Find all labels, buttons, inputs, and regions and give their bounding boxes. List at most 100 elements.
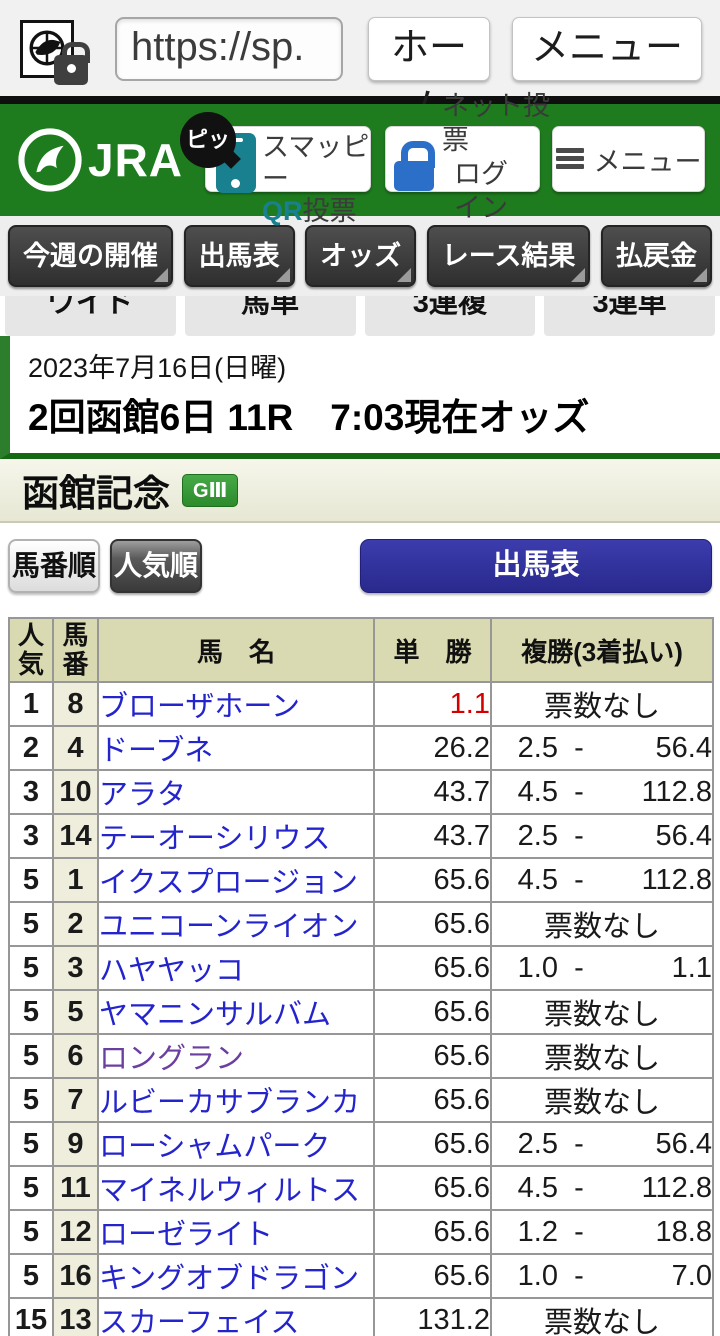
- nav-button-payouts[interactable]: 払戻金: [600, 225, 712, 287]
- odds-tab-wide[interactable]: ワイド: [5, 296, 176, 336]
- horse-name-link[interactable]: ハヤヤッコ: [99, 955, 245, 987]
- horse-name-cell: スカーフェイス: [97, 1297, 375, 1336]
- horse-number: 11: [52, 1165, 99, 1211]
- horse-name-link[interactable]: テーオーシリウス: [99, 823, 331, 855]
- jra-menu-button[interactable]: メニュー: [552, 126, 705, 192]
- corner-triangle-icon: [275, 268, 290, 282]
- place-odds-low: 1.2: [517, 1215, 558, 1248]
- place-odds-low: 4.5: [517, 863, 558, 896]
- horse-name-cell: ブローザホーン: [97, 681, 375, 727]
- win-odds: 65.6: [373, 945, 492, 991]
- horse-name-cell: ヤマニンサルバム: [97, 989, 375, 1035]
- net-vote-login-button[interactable]: ネット投票 ログイン: [385, 91, 550, 223]
- popularity-rank: 2: [8, 725, 54, 771]
- smappy-qr-vote-label: スマッピー QR投票: [262, 132, 370, 226]
- odds-tab-trio[interactable]: 3連複: [364, 296, 536, 336]
- horse-number: 7: [52, 1077, 99, 1123]
- horse-number: 3: [52, 945, 99, 991]
- horse-number: 8: [52, 681, 99, 727]
- place-odds-low: 2.5: [517, 1127, 558, 1160]
- race-name: 函館記念: [22, 473, 170, 514]
- sort-by-number-button[interactable]: 馬番順: [8, 539, 100, 593]
- horse-name-link[interactable]: キングオブドラゴン: [99, 1263, 360, 1295]
- header-horse-name: 馬 名: [97, 617, 375, 683]
- odds-row: 5 16 キングオブドラゴン 65.6 1.0 - 7.0: [8, 1253, 714, 1299]
- odds-row: 3 10 アラタ 43.7 4.5 - 112.8: [8, 769, 714, 815]
- horse-name-link[interactable]: イクスプロージョン: [99, 867, 358, 899]
- place-odds: 2.5 - 56.4: [490, 813, 714, 859]
- nav-button-race-results[interactable]: レース結果: [426, 225, 591, 287]
- place-odds-high: 7.0: [671, 1259, 712, 1292]
- browser-menu-button[interactable]: メニュー: [512, 17, 702, 81]
- horse-name-link[interactable]: ローゼライト: [99, 1219, 274, 1251]
- horse-name-link[interactable]: ブローザホーン: [99, 691, 300, 723]
- horse-name-link[interactable]: ドーブネ: [99, 735, 214, 767]
- horse-name-link[interactable]: ローシャムパーク: [99, 1131, 331, 1163]
- win-odds: 43.7: [373, 769, 492, 815]
- horse-name-link[interactable]: スカーフェイス: [99, 1307, 300, 1336]
- entries-button[interactable]: 出馬表: [360, 539, 712, 593]
- win-odds: 65.6: [373, 857, 492, 903]
- horse-name-link[interactable]: ヤマニンサルバム: [99, 999, 332, 1031]
- horse-name-cell: ロングラン: [97, 1033, 375, 1079]
- nav-button-this-week-races[interactable]: 今週の開催: [8, 225, 173, 287]
- place-odds-low: 1.0: [517, 951, 558, 984]
- horse-number: 9: [52, 1121, 99, 1167]
- horse-number: 2: [52, 901, 99, 947]
- corner-triangle-icon: [571, 268, 586, 282]
- horse-name-link[interactable]: ルビーカサブランカ: [99, 1087, 361, 1119]
- place-odds-low: 4.5: [517, 1171, 558, 1204]
- place-odds-separator: -: [574, 819, 584, 852]
- place-odds: 票数なし: [490, 901, 714, 947]
- horse-name-link[interactable]: ロングラン: [99, 1043, 245, 1075]
- popularity-rank: 3: [8, 813, 54, 859]
- horse-name-cell: ローシャムパーク: [97, 1121, 375, 1167]
- horse-number: 13: [52, 1297, 99, 1336]
- popularity-rank: 5: [8, 1165, 54, 1211]
- place-odds-separator: -: [574, 1171, 584, 1204]
- place-odds: 4.5 - 112.8: [490, 769, 714, 815]
- header-horse-number: 馬番: [52, 617, 99, 683]
- win-odds: 26.2: [373, 725, 492, 771]
- race-date: 2023年7月16日(日曜): [28, 353, 287, 383]
- race-date-heading: 2023年7月16日(日曜) 2回函館6日 11R 7:03現在オッズ: [0, 336, 720, 459]
- sort-by-popularity-button[interactable]: 人気順: [110, 539, 202, 593]
- horse-number: 12: [52, 1209, 99, 1255]
- popularity-rank: 5: [8, 989, 54, 1035]
- browser-home-button[interactable]: ホーム: [368, 17, 490, 129]
- nav-button-race-entries[interactable]: 出馬表: [183, 225, 295, 287]
- place-odds-separator: -: [574, 951, 584, 984]
- place-odds: 1.2 - 18.8: [490, 1209, 714, 1255]
- place-odds-high: 112.8: [641, 863, 712, 896]
- jra-logo-text: JRA: [88, 134, 184, 186]
- horse-name-cell: イクスプロージョン: [97, 857, 375, 903]
- address-bar-input[interactable]: https://sp.: [115, 17, 343, 81]
- horse-name-cell: ルビーカサブランカ: [97, 1077, 375, 1123]
- popularity-rank: 5: [8, 1209, 54, 1255]
- race-title-bar: 函館記念 GⅢ: [0, 459, 720, 523]
- grade-badge: GⅢ: [182, 473, 239, 507]
- place-odds: 1.0 - 7.0: [490, 1253, 714, 1299]
- place-odds-low: 2.5: [517, 731, 558, 764]
- odds-tab-trifecta[interactable]: 3連単: [544, 296, 715, 336]
- horse-number: 10: [52, 769, 99, 815]
- horse-name-link[interactable]: ユニコーンライオン: [99, 911, 359, 943]
- corner-triangle-icon: [397, 268, 412, 282]
- horse-name-cell: ドーブネ: [97, 725, 375, 771]
- jra-logo[interactable]: JRA: [16, 126, 183, 194]
- nav-button-odds[interactable]: オッズ: [305, 225, 417, 287]
- odds-tab-exacta[interactable]: 馬単: [184, 296, 356, 336]
- odds-table-body: 1 8 ブローザホーン 1.1 票数なし 2 4 ドーブネ 26.2 2.5 -…: [8, 681, 714, 1336]
- horse-name-link[interactable]: アラタ: [99, 779, 187, 811]
- place-odds-high: 56.4: [655, 731, 712, 764]
- horse-name-cell: マイネルウィルトス: [97, 1165, 375, 1211]
- horse-name-cell: ハヤヤッコ: [97, 945, 375, 991]
- win-odds: 65.6: [373, 901, 492, 947]
- odds-row: 5 9 ローシャムパーク 65.6 2.5 - 56.4: [8, 1121, 714, 1167]
- horse-name-cell: ユニコーンライオン: [97, 901, 375, 947]
- horse-name-link[interactable]: マイネルウィルトス: [99, 1175, 361, 1207]
- place-odds-separator: -: [574, 775, 584, 808]
- place-odds-high: 112.8: [641, 1171, 712, 1204]
- place-odds-separator: -: [574, 1259, 584, 1292]
- horse-number: 14: [52, 813, 99, 859]
